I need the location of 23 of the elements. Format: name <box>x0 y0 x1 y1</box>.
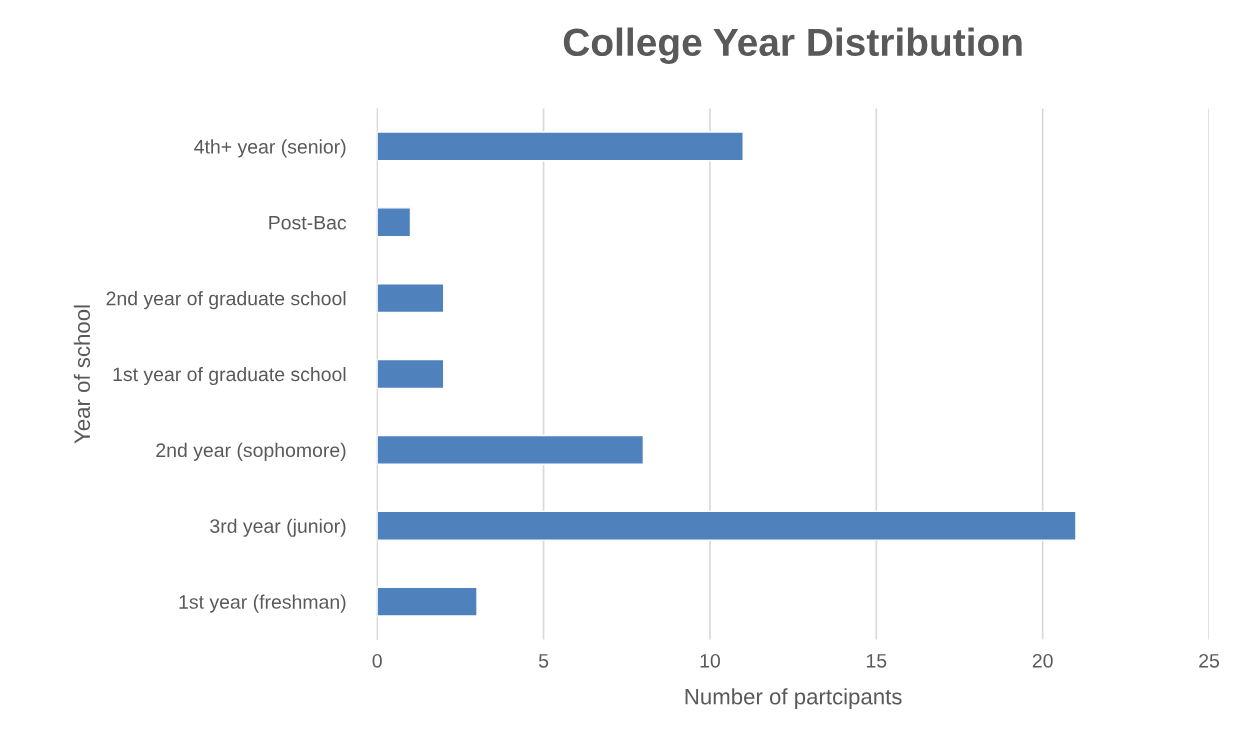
x-axis-title: Number of partcipants <box>685 688 902 709</box>
bar <box>377 283 445 314</box>
bar <box>377 434 645 465</box>
x-tick-label: 0 <box>372 653 382 668</box>
y-tick-label: 1st year of graduate school <box>113 366 346 386</box>
y-tick-label: Post-Bac <box>269 215 347 230</box>
x-tick-label: 20 <box>1032 653 1053 668</box>
y-axis-title: Year of school <box>73 305 91 444</box>
x-tick-label: 15 <box>866 654 887 668</box>
y-tick-label: 4th+ year (senior) <box>194 139 346 158</box>
x-tick-label: 5 <box>538 654 549 668</box>
chart-title: College Year Distribution <box>563 27 1022 64</box>
y-tick-label: 2nd year (sophomore) <box>156 442 346 461</box>
bar <box>377 207 412 238</box>
bar <box>377 510 1077 541</box>
x-tick-label: 10 <box>700 653 720 668</box>
y-tick-label: 2nd year of graduate school <box>106 291 346 310</box>
bar <box>377 586 478 617</box>
bar <box>377 131 744 162</box>
y-tick-label: 3rd year (junior) <box>210 518 346 537</box>
bar <box>377 358 445 390</box>
y-tick-label: 1st year (freshman) <box>179 594 346 613</box>
x-tick-label: 25 <box>1199 653 1220 668</box>
